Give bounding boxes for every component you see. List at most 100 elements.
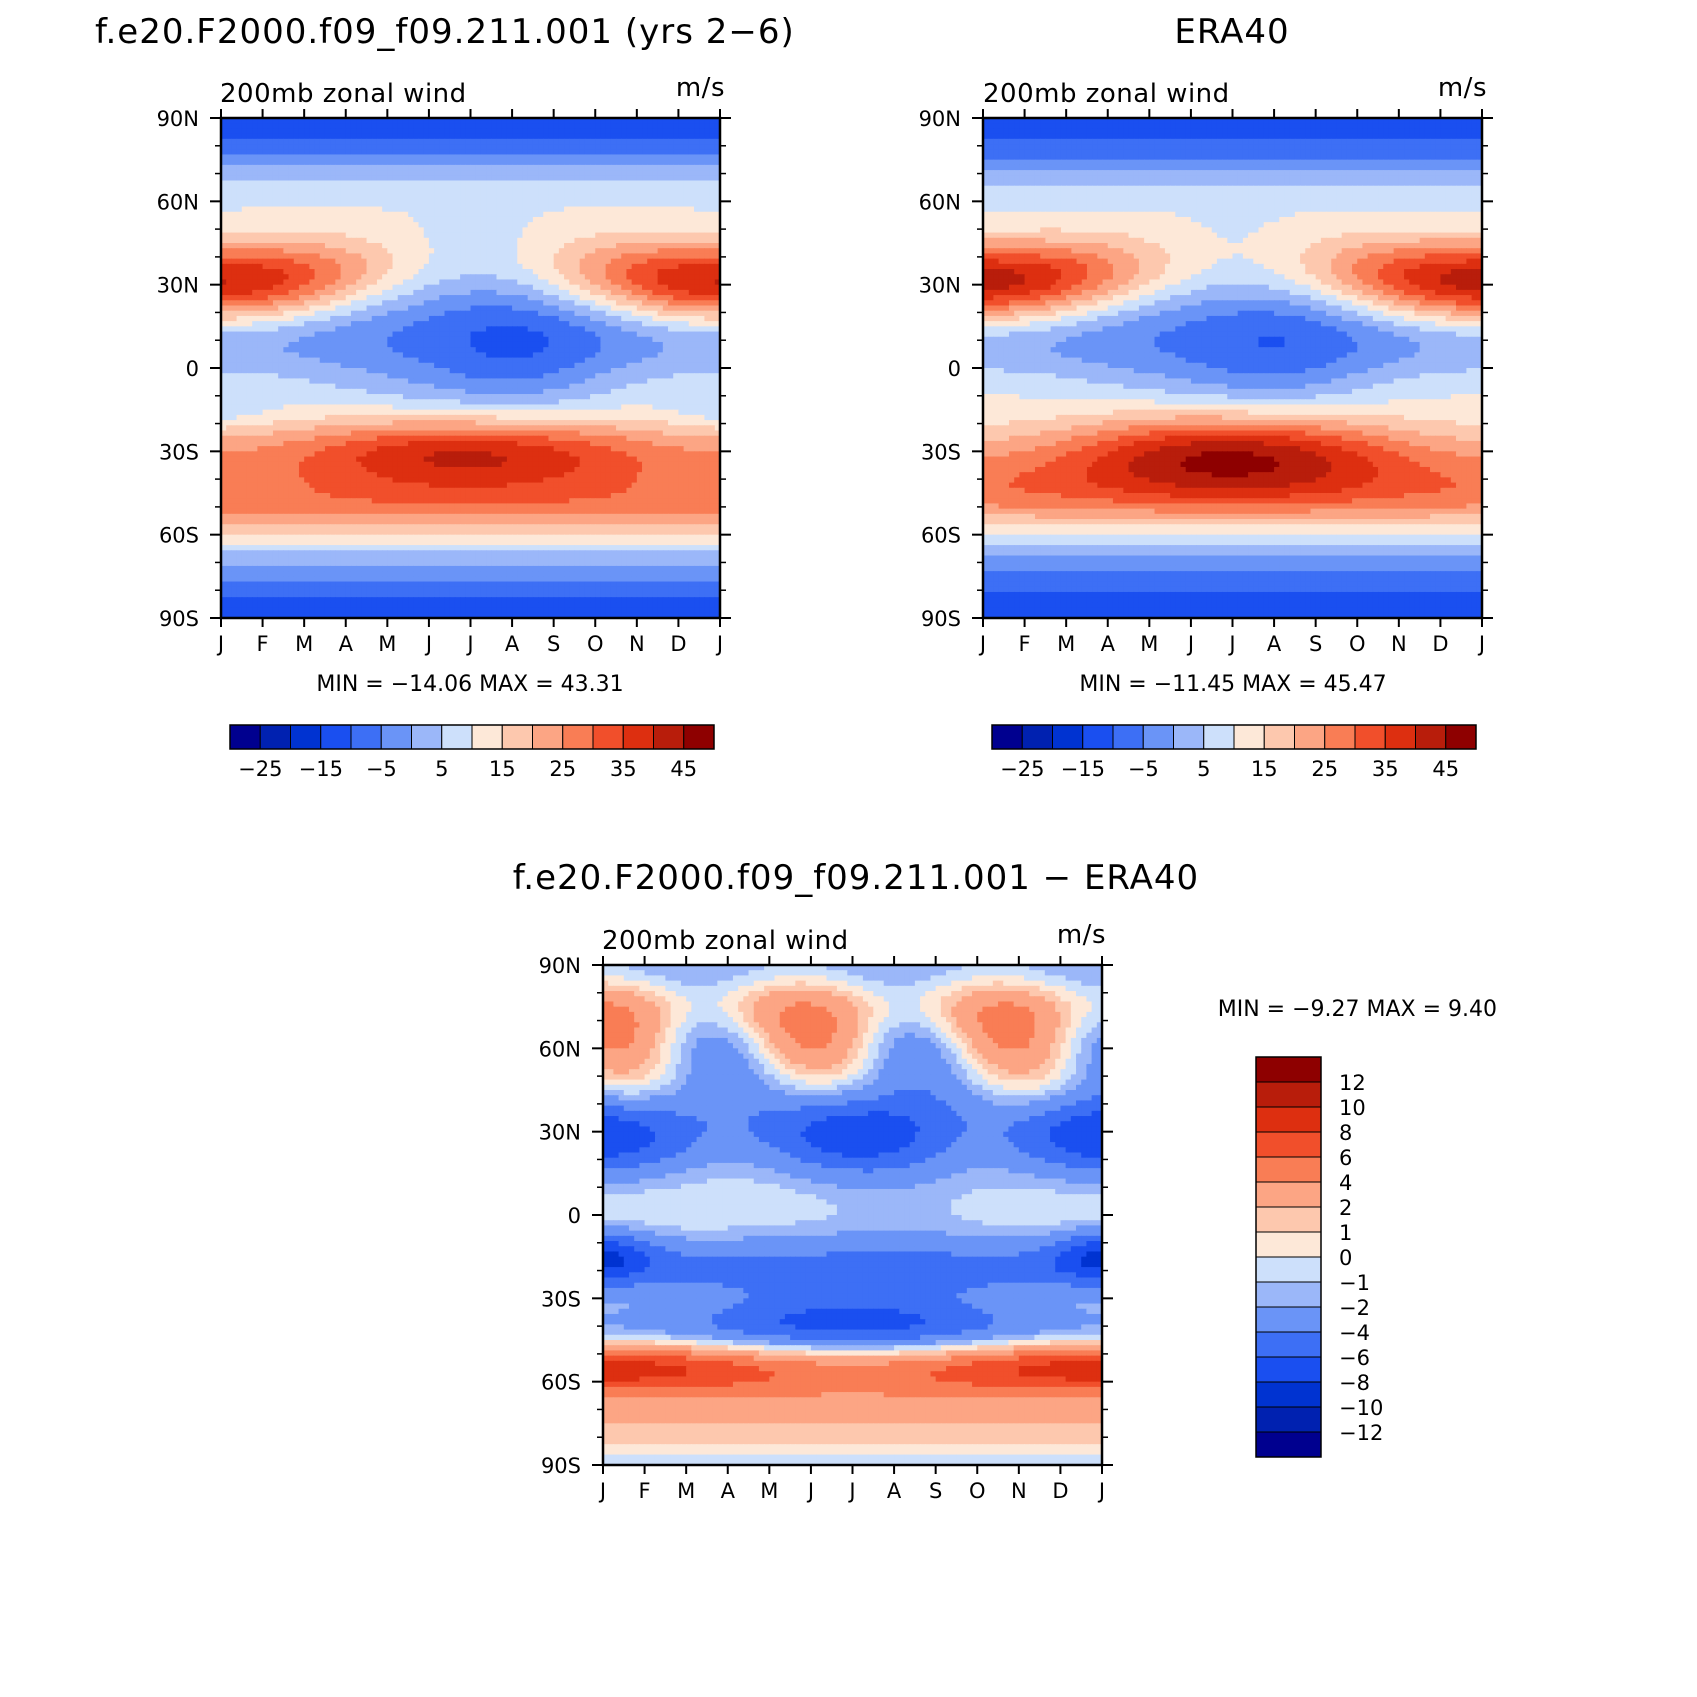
contour-cell	[237, 347, 243, 353]
contour-cell	[673, 207, 679, 213]
contour-cell	[626, 248, 632, 254]
contour-cell	[507, 170, 513, 176]
contour-cell	[278, 321, 284, 327]
contour-cell	[543, 311, 549, 317]
contour-cell	[372, 248, 378, 254]
contour-cell	[283, 316, 289, 322]
contour-cell	[252, 290, 258, 296]
contour-cell	[507, 337, 513, 343]
contour-cell	[621, 134, 627, 140]
contour-cell	[413, 196, 419, 202]
contour-cell	[356, 300, 362, 306]
contour-cell	[564, 165, 570, 171]
contour-cell	[450, 128, 456, 134]
contour-cell	[621, 363, 627, 369]
contour-cell	[673, 196, 679, 202]
contour-cell	[346, 363, 352, 369]
contour-cell	[528, 217, 534, 223]
contour-cell	[419, 160, 425, 166]
contour-cell	[481, 295, 487, 301]
contour-cell	[606, 264, 612, 270]
contour-cell	[408, 384, 414, 390]
contour-cell	[554, 196, 560, 202]
contour-cell	[325, 378, 331, 384]
contour-cell	[450, 358, 456, 364]
contour-cell	[361, 165, 367, 171]
contour-cell	[268, 233, 274, 239]
contour-cell	[554, 139, 560, 145]
contour-cell	[413, 326, 419, 332]
contour-cell	[450, 217, 456, 223]
contour-cell	[554, 253, 560, 259]
contour-cell	[559, 384, 565, 390]
contour-cell	[237, 217, 243, 223]
contour-cell	[559, 123, 565, 129]
contour-cell	[237, 123, 243, 129]
contour-cell	[704, 134, 710, 140]
contour-cell	[673, 342, 679, 348]
contour-cell	[356, 285, 362, 291]
contour-cell	[273, 384, 279, 390]
contour-cell	[393, 290, 399, 296]
contour-cell	[684, 212, 690, 218]
contour-cell	[590, 238, 596, 244]
contour-cell	[226, 222, 232, 228]
contour-cell	[673, 165, 679, 171]
contour-cell	[237, 128, 243, 134]
contour-cell	[273, 306, 279, 312]
contour-cell	[704, 368, 710, 374]
contour-cell	[367, 175, 373, 181]
contour-cell	[289, 191, 295, 197]
contour-cell	[621, 378, 627, 384]
contour-cell	[408, 285, 414, 291]
contour-cell	[512, 128, 518, 134]
contour-cell	[408, 321, 414, 327]
contour-cell	[471, 134, 477, 140]
contour-cell	[616, 279, 622, 285]
contour-cell	[304, 233, 310, 239]
contour-cell	[273, 207, 279, 213]
contour-cell	[289, 363, 295, 369]
contour-cell	[689, 160, 695, 166]
contour-cell	[678, 175, 684, 181]
contour-cell	[585, 233, 591, 239]
contour-cell	[496, 144, 502, 150]
contour-cell	[398, 144, 404, 150]
contour-cell	[471, 384, 477, 390]
contour-cell	[424, 259, 430, 265]
contour-cell	[226, 154, 232, 160]
contour-cell	[554, 378, 560, 384]
contour-cell	[273, 160, 279, 166]
contour-cell	[403, 352, 409, 358]
contour-cell	[710, 337, 716, 343]
contour-cell	[616, 196, 622, 202]
contour-cell	[580, 160, 586, 166]
contour-cell	[600, 347, 606, 353]
contour-cell	[471, 128, 477, 134]
contour-cell	[647, 326, 653, 332]
contour-cell	[309, 238, 315, 244]
contour-cell	[673, 306, 679, 312]
contour-cell	[309, 212, 315, 218]
contour-cell	[606, 170, 612, 176]
contour-cell	[611, 300, 617, 306]
contour-cell	[237, 243, 243, 249]
contour-cell	[699, 264, 705, 270]
contour-cell	[283, 332, 289, 338]
contour-cell	[637, 300, 643, 306]
contour-cell	[377, 347, 383, 353]
contour-cell	[315, 326, 321, 332]
contour-cell	[460, 233, 466, 239]
contour-cell	[642, 337, 648, 343]
contour-cell	[559, 290, 565, 296]
contour-cell	[237, 311, 243, 317]
contour-cell	[315, 259, 321, 265]
contour-cell	[315, 144, 321, 150]
contour-cell	[496, 196, 502, 202]
contour-cell	[491, 378, 497, 384]
contour-cell	[507, 352, 513, 358]
contour-cell	[658, 144, 664, 150]
contour-cell	[408, 378, 414, 384]
contour-cell	[247, 269, 253, 275]
contour-cell	[694, 363, 700, 369]
